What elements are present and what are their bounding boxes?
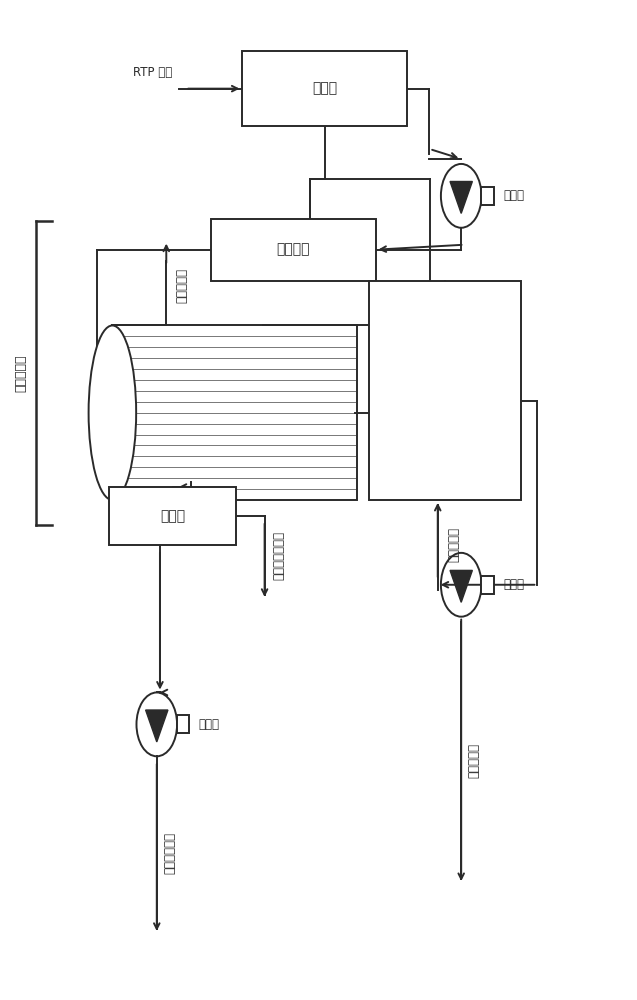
Text: 轻质有机产品流: 轻质有机产品流 xyxy=(272,531,285,580)
Bar xyxy=(482,187,494,205)
Text: 产品泵: 产品泵 xyxy=(503,578,524,591)
Text: 储液筱: 储液筱 xyxy=(312,82,338,96)
Bar xyxy=(177,715,189,733)
Polygon shape xyxy=(146,710,168,742)
Ellipse shape xyxy=(89,325,136,500)
Text: 冷凝器: 冷凝器 xyxy=(160,509,185,523)
Bar xyxy=(243,51,407,126)
Text: 热流体输入: 热流体输入 xyxy=(447,527,460,562)
Bar xyxy=(112,325,357,500)
Text: 输送泵: 输送泵 xyxy=(503,189,524,202)
Text: 挥发性有机体: 挥发性有机体 xyxy=(163,832,176,874)
Bar xyxy=(482,576,494,594)
Bar xyxy=(109,487,236,545)
Text: 预加热器: 预加热器 xyxy=(276,243,310,257)
Text: 热流体输出: 热流体输出 xyxy=(176,268,189,303)
Text: 真空泵: 真空泵 xyxy=(199,718,220,731)
Bar xyxy=(369,281,522,500)
Polygon shape xyxy=(450,181,473,213)
Text: RTP 液体: RTP 液体 xyxy=(133,66,173,79)
Bar xyxy=(211,219,376,281)
Polygon shape xyxy=(450,570,473,602)
Text: 脱挥发产品: 脱挥发产品 xyxy=(468,743,480,778)
Text: 降膜蜡发器: 降膜蜡发器 xyxy=(14,354,27,392)
